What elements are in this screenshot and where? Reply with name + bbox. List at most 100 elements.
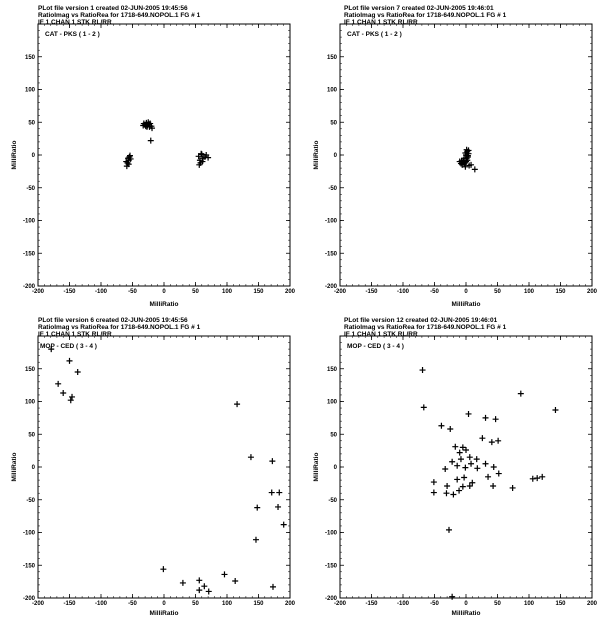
plot-3-data-point bbox=[269, 583, 276, 590]
plot-4-x-tick-label: 100 bbox=[524, 601, 535, 607]
plot-1-data-point bbox=[205, 154, 212, 161]
plot-4-data-point bbox=[482, 460, 489, 467]
plot-3-y-tick-label: -100 bbox=[23, 531, 36, 537]
plot-1-y-tick-label: 100 bbox=[25, 88, 36, 94]
plot-2-y-tick-label: -150 bbox=[325, 251, 338, 257]
plot-1-frame bbox=[37, 23, 291, 287]
plot-3-y-tick-label: 0 bbox=[32, 465, 36, 471]
plot-1-x-tick-label: -50 bbox=[128, 289, 137, 295]
plot-4-y-tick-label: -150 bbox=[325, 563, 338, 569]
plot-1-svg: PLot file version 1 created 02-JUN-2005 … bbox=[11, 5, 296, 308]
plot-4-x-tick-label: -200 bbox=[334, 601, 347, 607]
plot-3-x-tick-label: 100 bbox=[222, 601, 233, 607]
plot-2-x-tick-label: 0 bbox=[464, 289, 468, 295]
plot-panel-4: PLot file version 12 created 02-JUN-2005… bbox=[302, 312, 604, 620]
plot-2-header-line-3: IF 1 CHAN 1 STK RL/RR bbox=[344, 19, 418, 26]
plot-4-data-point bbox=[488, 439, 495, 446]
plot-2-x-tick-label: -200 bbox=[334, 289, 347, 295]
plot-4-y-tick-label: -50 bbox=[328, 498, 337, 504]
plot-4-data-point bbox=[495, 437, 502, 444]
plot-3-svg: PLot file version 6 created 02-JUN-2005 … bbox=[11, 317, 296, 617]
plot-1-y-tick-label: -50 bbox=[26, 186, 35, 192]
plot-2-y-tick-label: 0 bbox=[334, 153, 338, 159]
plot-4-y-axis-label: MilliRatio bbox=[313, 453, 320, 482]
plot-1-x-tick-label: 200 bbox=[285, 289, 296, 295]
plot-3-y-tick-label: 150 bbox=[25, 367, 36, 373]
plot-4-data-point bbox=[449, 593, 456, 600]
plot-3-x-tick-label: 50 bbox=[192, 601, 199, 607]
plot-3-data-point bbox=[196, 577, 203, 584]
plot-4-data-point bbox=[466, 454, 473, 461]
plot-4-data-point bbox=[463, 446, 469, 453]
plot-4-data-point bbox=[456, 487, 463, 494]
plot-4-data-point bbox=[473, 456, 480, 463]
plot-1-data-point bbox=[126, 152, 133, 159]
plot-4-frame bbox=[339, 335, 593, 599]
plot-3-x-tick-label: 0 bbox=[162, 601, 166, 607]
plot-2-y-tick-label: -100 bbox=[325, 219, 338, 225]
plot-2-x-tick-label: 150 bbox=[555, 289, 566, 295]
plot-4-data-point bbox=[495, 470, 502, 477]
plot-3-data-point bbox=[276, 489, 283, 496]
plot-1-x-axis-label: MilliRatio bbox=[150, 301, 179, 308]
plot-3-y-tick-label: 50 bbox=[28, 432, 35, 438]
plot-1-data-point bbox=[196, 161, 203, 168]
plot-4-data-point bbox=[469, 479, 476, 486]
plot-4-data-point bbox=[490, 482, 497, 489]
plot-4-data-point bbox=[447, 426, 454, 433]
plot-3-y-tick-label: -200 bbox=[23, 596, 36, 602]
plot-3-data-point bbox=[232, 577, 239, 584]
plot-4-data-point bbox=[444, 482, 451, 489]
plot-2-y-tick-label: 100 bbox=[327, 88, 338, 94]
plot-3-frame bbox=[37, 335, 291, 599]
plot-3-data-point bbox=[160, 566, 167, 573]
plot-2-x-tick-label: -100 bbox=[397, 289, 410, 295]
plot-4-data-point bbox=[457, 456, 464, 463]
plot-4-data-point bbox=[474, 465, 481, 472]
plot-4-data-point bbox=[454, 476, 461, 483]
plot-2-data-point bbox=[465, 147, 472, 154]
plot-1-y-tick-label: -200 bbox=[23, 284, 36, 290]
plot-4-data-point bbox=[456, 449, 463, 456]
plot-1-data-point bbox=[198, 151, 205, 158]
plot-4-x-axis-label: MilliRatio bbox=[452, 610, 481, 617]
plot-3-y-tick-label: -150 bbox=[23, 563, 36, 569]
plot-4-data-point bbox=[482, 414, 489, 421]
plot-3-data-point bbox=[67, 397, 74, 404]
plot-1-data-point bbox=[147, 137, 154, 144]
plot-4-header-line-3: IF 1 CHAN 1 STK RL/RR bbox=[344, 331, 418, 338]
plot-2-x-tick-label: 50 bbox=[494, 289, 501, 295]
plot-1-baseline-label: CAT - PKS ( 1 - 2 ) bbox=[45, 31, 100, 38]
plot-3-data-point bbox=[196, 587, 203, 594]
plot-4-header-line-2: RatioImag vs RatioRea for 1718-649.NOPOL… bbox=[344, 324, 507, 331]
plot-2-header-line-1: PLot file version 7 created 02-JUN-2005 … bbox=[344, 5, 494, 12]
plot-4-data-point bbox=[438, 422, 445, 429]
plot-2-header-line-2: RatioImag vs RatioRea for 1718-649.NOPOL… bbox=[344, 12, 507, 19]
plot-4-data-point bbox=[452, 443, 459, 450]
plot-3-data-point bbox=[221, 571, 228, 578]
plot-2-y-axis-label: MilliRatio bbox=[313, 141, 320, 170]
plot-3-data-point bbox=[234, 401, 241, 408]
plot-3-data-point bbox=[269, 458, 276, 465]
plot-4-data-point bbox=[539, 473, 546, 480]
plot-2-y-tick-label: -50 bbox=[328, 186, 337, 192]
plot-4-svg: PLot file version 12 created 02-JUN-2005… bbox=[313, 317, 598, 617]
plot-2-data-point bbox=[461, 159, 468, 166]
plot-3-baseline-label: MOP - CED ( 3 - 4 ) bbox=[40, 343, 97, 350]
plot-1-x-tick-label: -150 bbox=[63, 289, 76, 295]
plot-1-y-tick-label: 150 bbox=[25, 55, 36, 61]
plot-4-data-point bbox=[450, 491, 457, 498]
plot-3-x-tick-label: -200 bbox=[32, 601, 45, 607]
plot-4-y-tick-label: 50 bbox=[330, 432, 337, 438]
plot-3-data-point bbox=[55, 380, 62, 387]
plot-4-data-point bbox=[420, 404, 427, 411]
plot-4-x-tick-label: -150 bbox=[365, 601, 378, 607]
plot-4-baseline-label: MOP - CED ( 3 - 4 ) bbox=[347, 343, 404, 350]
plot-4-data-point bbox=[490, 464, 497, 470]
plot-1-x-tick-label: 100 bbox=[222, 289, 233, 295]
plot-3-data-point bbox=[66, 357, 73, 364]
plot-1-x-tick-label: -100 bbox=[95, 289, 108, 295]
plot-4-x-tick-label: -50 bbox=[430, 601, 439, 607]
plot-4-y-tick-label: 150 bbox=[327, 367, 338, 373]
plot-4-data-point bbox=[485, 473, 492, 480]
